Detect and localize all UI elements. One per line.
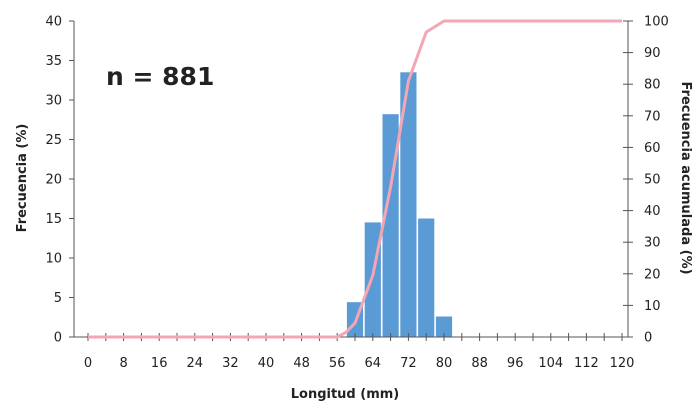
y-tick-label: 25 [45, 133, 62, 148]
y2-tick-label: 30 [644, 236, 661, 251]
y2-axis-title: Frecuencia acumulada (%) [678, 81, 693, 274]
x-tick-label: 64 [365, 356, 382, 371]
histogram-bar [435, 316, 453, 337]
y-tick-label: 35 [45, 54, 62, 69]
y-tick-label: 5 [54, 291, 62, 306]
x-tick-label: 96 [507, 356, 524, 371]
x-tick-label: 112 [574, 356, 599, 371]
y2-tick-label: 20 [644, 267, 661, 282]
y-tick-label: 0 [54, 331, 62, 346]
x-tick-label: 48 [293, 356, 310, 371]
y-tick-label: 30 [45, 94, 62, 109]
y2-tick-label: 70 [644, 109, 661, 124]
x-tick-label: 56 [329, 356, 346, 371]
x-tick-label: 88 [471, 356, 488, 371]
y2-tick-label: 90 [644, 46, 661, 61]
y2-tick-label: 80 [644, 78, 661, 93]
x-tick-label: 104 [538, 356, 563, 371]
y2-tick-label: 0 [644, 331, 652, 346]
y2-tick-label: 10 [644, 299, 661, 314]
histogram-bar [418, 218, 435, 337]
y2-tick-label: 60 [644, 141, 661, 156]
tick-labels-group: 0 5 10 15 20 25 30 35 40 0 10 20 30 40 50 60 70 80 90 100 0 8… [45, 15, 668, 372]
cumulative-frequency-line [88, 19, 622, 339]
bars-group [346, 72, 453, 338]
y-tick-label: 15 [45, 212, 62, 227]
cumulative-line-group [88, 19, 622, 339]
x-tick-label: 72 [400, 356, 417, 371]
x-axis-title: Longitud (mm) [291, 387, 400, 402]
annotation-n: n = 881 [106, 62, 214, 91]
x-tick-label: 0 [84, 356, 92, 371]
x-tick-label: 32 [222, 356, 239, 371]
x-tick-label: 24 [187, 356, 204, 371]
x-tick-label: 8 [119, 356, 127, 371]
x-tick-label: 80 [436, 356, 453, 371]
y-axis-title: Frecuencia (%) [15, 124, 30, 233]
y-tick-label: 40 [45, 15, 62, 30]
histogram-bar [400, 72, 417, 338]
y-tick-label: 10 [45, 252, 62, 267]
x-tick-label: 120 [610, 356, 635, 371]
y2-tick-label: 40 [644, 204, 661, 219]
y-tick-label: 20 [45, 173, 62, 188]
y2-tick-label: 50 [644, 173, 661, 188]
histogram-bar [364, 222, 381, 337]
y2-tick-label: 100 [644, 15, 669, 30]
x-tick-label: 16 [151, 356, 168, 371]
x-tick-label: 40 [258, 356, 275, 371]
